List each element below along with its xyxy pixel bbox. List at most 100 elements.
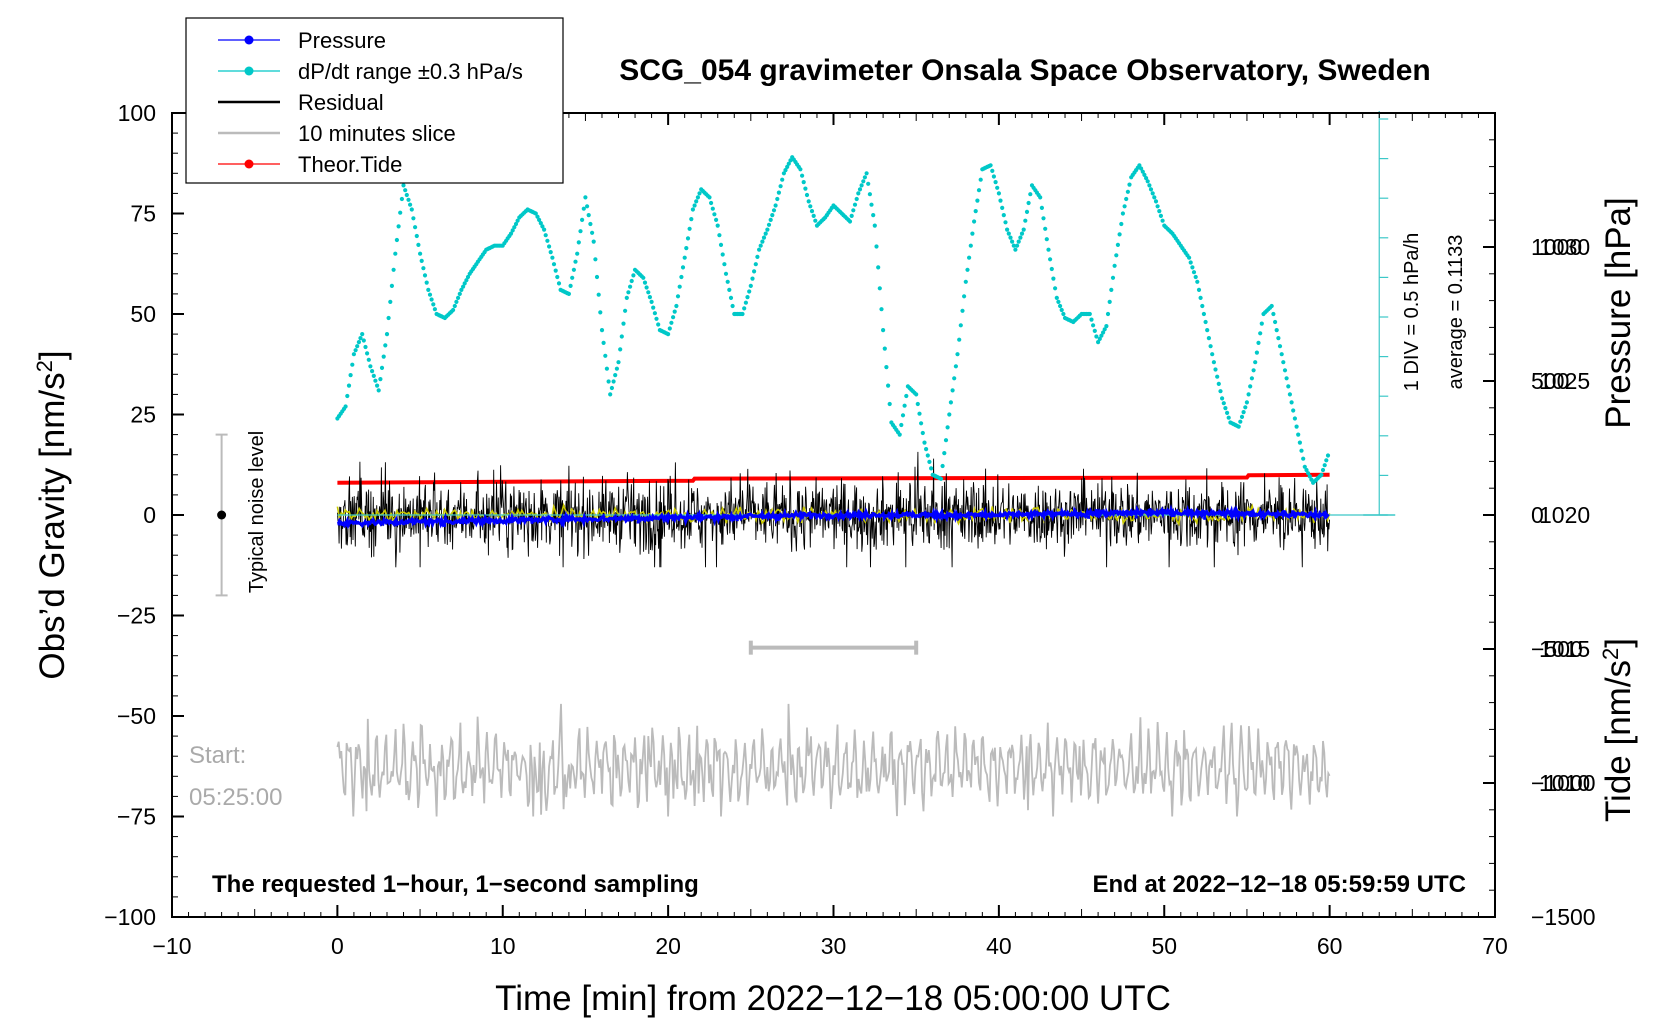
- dpdt-point: [813, 218, 818, 223]
- dpdt-point: [379, 365, 385, 370]
- dpdt-point: [771, 208, 777, 213]
- y-axis-label-tide-base: Tide [nm/s: [1599, 660, 1638, 822]
- tide-tick-label: 1000: [1531, 234, 1582, 260]
- dpdt-point: [1056, 299, 1061, 304]
- dpdt-point: [1190, 265, 1195, 270]
- dpdt-point: [780, 177, 785, 182]
- y-left-tick-label: 25: [130, 402, 156, 428]
- dpdt-point: [869, 202, 874, 207]
- dpdt-point: [598, 310, 603, 315]
- dpdt-point: [422, 273, 428, 278]
- dpdt-point: [1000, 205, 1005, 210]
- dpdt-point: [1091, 323, 1096, 328]
- dpdt-point: [904, 393, 909, 399]
- dpdt-point: [424, 280, 429, 285]
- dpdt-point: [1144, 176, 1149, 181]
- dpdt-point: [680, 265, 686, 270]
- dpdt-point: [1236, 424, 1241, 429]
- noise-level-label: Typical noise level: [246, 431, 268, 593]
- dpdt-point: [1127, 182, 1132, 187]
- dpdt-point: [1273, 319, 1278, 325]
- dpdt-point: [867, 192, 873, 197]
- dpdt-point: [717, 233, 722, 238]
- y-left-tick-label: −100: [104, 904, 156, 930]
- dpdt-point: [712, 212, 717, 217]
- dpdt-point: [1246, 392, 1251, 397]
- dpdt-point: [1053, 286, 1058, 291]
- dpdt-point: [628, 284, 633, 289]
- dpdt-point: [1287, 392, 1292, 397]
- dpdt-point: [461, 284, 466, 289]
- x-tick-label: −10: [152, 933, 191, 959]
- dpdt-point: [938, 476, 944, 481]
- dpdt-point: [1008, 235, 1013, 240]
- dpdt-point: [419, 258, 424, 263]
- dpdt-point: [353, 348, 358, 353]
- dpdt-point: [1223, 406, 1228, 411]
- dpdt-point: [742, 306, 747, 311]
- dpdt-point: [679, 274, 684, 280]
- dpdt-point: [1140, 169, 1145, 174]
- dpdt-point: [454, 299, 459, 304]
- dpdt-point: [1097, 336, 1102, 341]
- dpdt-point: [1213, 367, 1218, 372]
- dpdt-point: [553, 268, 558, 273]
- dpdt-point: [811, 213, 816, 218]
- dpdt-point: [356, 340, 361, 345]
- dpdt-point: [857, 187, 863, 192]
- dpdt-point: [591, 239, 596, 244]
- dpdt-point: [675, 294, 681, 299]
- dpdt-point: [1124, 196, 1129, 202]
- dpdt-point: [403, 188, 408, 193]
- dpdt-point: [1198, 295, 1203, 300]
- dpdt-point: [370, 369, 375, 374]
- dpdt-point: [718, 242, 724, 247]
- pressure-scale-label: 1 DIV = 0.5 hPa/h: [1401, 233, 1423, 391]
- residual-line: [336, 451, 1330, 568]
- dpdt-point: [408, 202, 413, 207]
- dpdt-point: [1206, 336, 1211, 341]
- dpdt-point: [1282, 368, 1288, 373]
- dpdt-point: [641, 275, 646, 280]
- dpdt-point: [1152, 195, 1157, 200]
- dpdt-point: [1216, 381, 1221, 386]
- dpdt-point: [809, 209, 815, 214]
- dpdt-point: [1137, 163, 1142, 168]
- dpdt-point: [973, 209, 978, 214]
- dpdt-point: [1110, 275, 1116, 280]
- dpdt-point: [1013, 247, 1018, 252]
- y-left-tick-label: −75: [117, 804, 156, 830]
- dpdt-point: [872, 223, 877, 228]
- dpdt-point: [1160, 218, 1165, 223]
- dpdt-point: [585, 204, 590, 209]
- dpdt-point: [1220, 396, 1225, 401]
- dpdt-point: [990, 168, 995, 173]
- dpdt-point: [515, 218, 520, 223]
- dpdt-point: [1122, 204, 1127, 209]
- x-tick-label: 50: [1151, 933, 1177, 959]
- dpdt-point: [667, 326, 672, 331]
- dpdt-point: [1006, 231, 1011, 236]
- legend: Pressure dP/dt range ±0.3 hPa/s Residual 10…: [185, 17, 564, 184]
- dpdt-point: [753, 262, 758, 267]
- dpdt-point: [715, 223, 720, 228]
- dpdt-point: [1286, 384, 1291, 389]
- dpdt-point: [355, 344, 360, 349]
- y-left-tick-label: 50: [130, 301, 156, 327]
- dpdt-point: [426, 287, 431, 292]
- dpdt-point: [537, 217, 542, 222]
- dpdt-point: [1276, 336, 1281, 341]
- dpdt-point: [366, 357, 371, 362]
- dpdt-point: [1304, 467, 1309, 473]
- dpdt-point: [1309, 477, 1314, 482]
- footer-right-note: End at 2022−12−18 05:59:59 UTC: [1092, 871, 1466, 898]
- dpdt-point: [1291, 408, 1296, 413]
- dpdt-point: [578, 229, 583, 234]
- dpdt-point: [590, 230, 595, 235]
- dpdt-point: [586, 213, 591, 218]
- dpdt-point: [922, 440, 927, 445]
- pressure-tick-label: 1020: [1539, 502, 1590, 528]
- dpdt-point: [877, 286, 882, 291]
- dpdt-point: [1125, 189, 1130, 194]
